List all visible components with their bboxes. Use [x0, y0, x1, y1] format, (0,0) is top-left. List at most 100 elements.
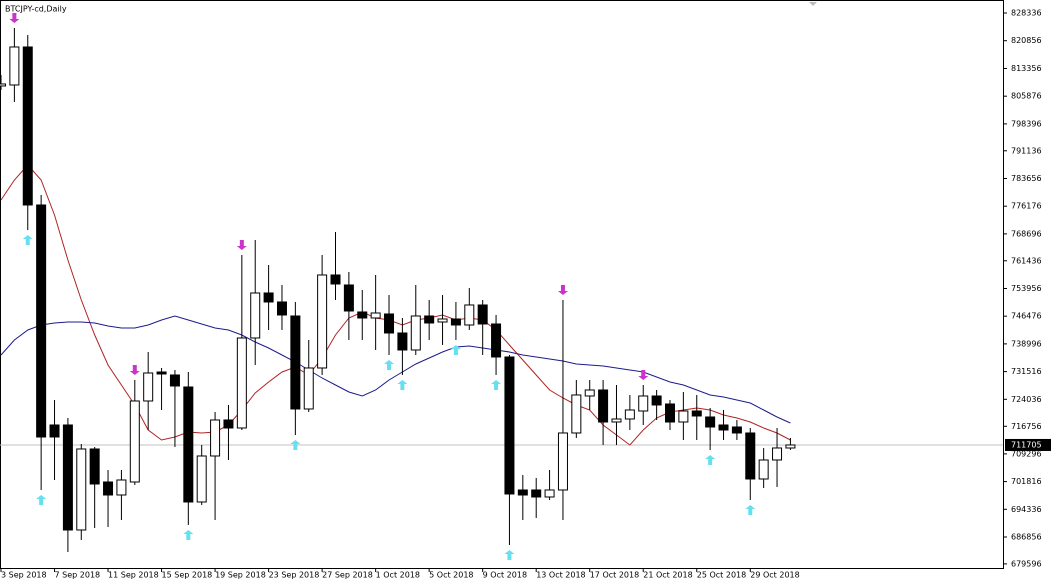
- candle-body: [183, 386, 194, 503]
- candle-body: [9, 46, 20, 86]
- candle-body: [731, 426, 742, 434]
- candle-body: [772, 447, 783, 461]
- y-tick-label: 738996: [1011, 339, 1042, 348]
- buy-arrow: [183, 529, 194, 540]
- candle-body: [504, 356, 515, 495]
- candle-body: [517, 489, 528, 496]
- candle-body: [450, 318, 461, 326]
- candle-body: [357, 311, 368, 319]
- x-tick-label: 23 Sep 2018: [269, 571, 320, 580]
- candle-body: [236, 337, 247, 429]
- buy-arrow: [705, 454, 716, 465]
- candle-body: [598, 389, 609, 423]
- y-tick-label: 701816: [1011, 477, 1042, 486]
- candle-body: [437, 318, 448, 323]
- candle-body: [410, 315, 421, 351]
- y-tick-label: 791136: [1011, 146, 1042, 155]
- sell-arrow: [129, 364, 140, 375]
- y-tick-label: 768696: [1011, 229, 1042, 238]
- buy-arrow: [491, 379, 502, 390]
- candle-body: [464, 304, 475, 326]
- candle-body: [103, 481, 114, 496]
- buy-arrow: [384, 359, 395, 370]
- sell-arrow: [557, 284, 568, 295]
- y-tick-label: 694336: [1011, 505, 1042, 514]
- candle-body: [624, 409, 635, 420]
- candle-body: [196, 455, 207, 503]
- candle-body: [116, 479, 127, 496]
- candle-body: [143, 372, 154, 402]
- chart-title: BTCJPY-cd,Daily: [5, 5, 67, 14]
- candle-body: [571, 394, 582, 434]
- candle-body: [62, 424, 73, 531]
- candle-body: [691, 410, 702, 417]
- y-tick-label: 798396: [1011, 119, 1042, 128]
- y-tick-label: 724036: [1011, 395, 1042, 404]
- x-tick-label: 19 Sep 2018: [215, 571, 266, 580]
- current-price-label: 711705: [1011, 440, 1042, 449]
- candle-body: [89, 448, 100, 485]
- x-tick-label: 21 Oct 2018: [643, 571, 692, 580]
- current-price-box: [1005, 438, 1051, 451]
- x-tick-label: 3 Sep 2018: [1, 571, 47, 580]
- candle-body: [22, 46, 33, 206]
- plot-frame: [0, 0, 1004, 569]
- y-tick-label: 805876: [1011, 92, 1042, 101]
- candle-body: [651, 395, 662, 406]
- candle-body: [129, 400, 140, 483]
- candle-body: [76, 448, 87, 531]
- y-tick-label: 716756: [1011, 422, 1042, 431]
- buy-arrow: [450, 344, 461, 355]
- candle-body: [49, 424, 60, 438]
- candle-body: [665, 403, 675, 423]
- x-tick-label: 5 Oct 2018: [429, 571, 473, 580]
- candle-body: [384, 313, 395, 334]
- candle-body: [758, 459, 769, 480]
- moving-average: [0, 315, 791, 424]
- candle-body: [303, 367, 314, 410]
- candle-body: [491, 323, 502, 358]
- x-tick-label: 17 Oct 2018: [590, 571, 639, 580]
- candle-body: [370, 312, 381, 319]
- x-tick-label: 13 Oct 2018: [536, 571, 585, 580]
- buy-arrow: [397, 379, 408, 390]
- buy-arrow: [22, 234, 33, 245]
- y-tick-label: 709296: [1011, 449, 1042, 458]
- x-tick-label: 25 Oct 2018: [697, 571, 746, 580]
- y-tick-label: 686856: [1011, 533, 1042, 542]
- candle-body: [745, 432, 756, 480]
- sell-arrow: [236, 239, 247, 250]
- x-tick-label: 11 Sep 2018: [108, 571, 159, 580]
- candle-body: [290, 315, 301, 410]
- candle-body: [397, 332, 408, 351]
- x-tick-label: 1 Oct 2018: [376, 571, 420, 580]
- buy-arrow: [745, 504, 756, 515]
- candle-body: [611, 418, 622, 423]
- y-tick-label: 813356: [1011, 64, 1042, 73]
- buy-arrow: [504, 549, 515, 560]
- candle-body: [705, 416, 716, 428]
- x-tick-label: 29 Oct 2018: [750, 571, 799, 580]
- candle-body: [343, 284, 354, 312]
- candle-body: [330, 274, 341, 285]
- y-tick-label: 731516: [1011, 367, 1042, 376]
- candle-body: [223, 419, 234, 429]
- y-tick-label: 761436: [1011, 256, 1042, 265]
- candle-body: [424, 315, 435, 324]
- candle-body: [584, 389, 595, 397]
- candle-body: [557, 432, 568, 491]
- x-tick-label: 15 Sep 2018: [162, 571, 213, 580]
- x-tick-label: 7 Sep 2018: [55, 571, 101, 580]
- x-tick-label: 9 Oct 2018: [483, 571, 527, 580]
- candle-body: [785, 444, 796, 449]
- candle-body: [210, 419, 221, 457]
- y-tick-label: 820856: [1011, 36, 1042, 45]
- candle-body: [169, 374, 180, 387]
- candle-body: [156, 371, 167, 375]
- candle-body: [678, 410, 689, 423]
- sell-arrow: [638, 369, 649, 380]
- y-tick-label: 783656: [1011, 174, 1042, 183]
- candle-body: [477, 304, 488, 325]
